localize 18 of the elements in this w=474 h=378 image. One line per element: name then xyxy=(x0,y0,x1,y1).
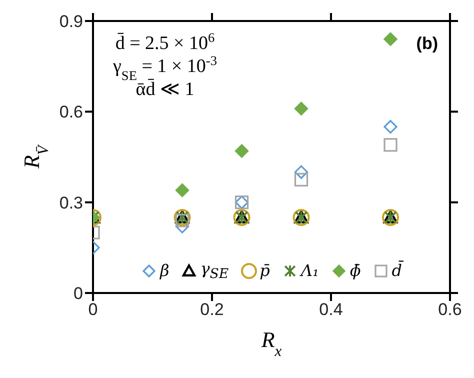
legend-label: d̄ xyxy=(392,261,402,280)
y-tick-label: 0.6 xyxy=(59,102,83,122)
x-axis-title: R$_{x}$ xyxy=(260,327,282,360)
legend-label: p̄ xyxy=(260,261,270,280)
annotation: d̄ = 2.5 × 10$^{6}$ xyxy=(115,30,216,54)
y-tick-label: 0.3 xyxy=(59,193,83,212)
y-tick-label: 0.9 xyxy=(59,12,83,32)
x-tick-label: 0.2 xyxy=(200,300,224,320)
y-tick-label: 0 xyxy=(74,284,83,304)
legend-label: β xyxy=(160,261,170,280)
x-tick-label: 0.4 xyxy=(319,300,343,320)
annotation: (b) xyxy=(416,34,438,53)
legend-label: γ$_{SE}$ xyxy=(200,259,229,282)
x-tick-label: 0 xyxy=(88,300,98,320)
legend-label: Λ₁ xyxy=(300,261,319,280)
legend-label: ϕ̄ xyxy=(350,261,361,280)
annotation: ᾱd̄ ≪ 1 xyxy=(136,78,194,100)
x-tick-label: 0.6 xyxy=(438,300,462,320)
